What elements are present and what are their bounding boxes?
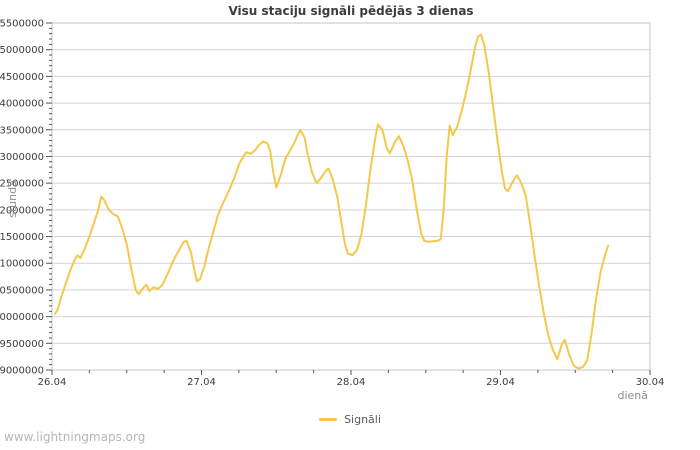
svg-text:28.04: 28.04 xyxy=(337,377,366,388)
svg-text:9500000: 9500000 xyxy=(0,339,44,350)
legend-label: Signāli xyxy=(344,412,381,426)
svg-text:14000000: 14000000 xyxy=(0,99,44,110)
svg-text:27.04: 27.04 xyxy=(187,377,216,388)
svg-text:10500000: 10500000 xyxy=(0,285,44,296)
y-axis-label: stundā xyxy=(6,180,19,218)
svg-text:12500000: 12500000 xyxy=(0,179,44,190)
svg-text:15000000: 15000000 xyxy=(0,45,44,56)
svg-text:26.04: 26.04 xyxy=(38,377,67,388)
legend: Signāli xyxy=(0,411,700,427)
legend-line-swatch xyxy=(319,417,338,421)
svg-text:11000000: 11000000 xyxy=(0,259,44,270)
svg-text:29.04: 29.04 xyxy=(486,377,515,388)
svg-text:12000000: 12000000 xyxy=(0,205,44,216)
svg-text:13500000: 13500000 xyxy=(0,125,44,136)
x-axis-label: dienā xyxy=(617,389,648,402)
svg-text:15500000: 15500000 xyxy=(0,19,44,30)
svg-text:9000000: 9000000 xyxy=(0,366,44,377)
chart-title: Visu staciju signāli pēdējās 3 dienas xyxy=(228,4,474,18)
svg-text:30.04: 30.04 xyxy=(636,377,665,388)
svg-text:10000000: 10000000 xyxy=(0,312,44,323)
svg-text:13000000: 13000000 xyxy=(0,152,44,163)
watermark: www.lightningmaps.org xyxy=(4,430,146,444)
svg-text:14500000: 14500000 xyxy=(0,72,44,83)
svg-text:11500000: 11500000 xyxy=(0,232,44,243)
